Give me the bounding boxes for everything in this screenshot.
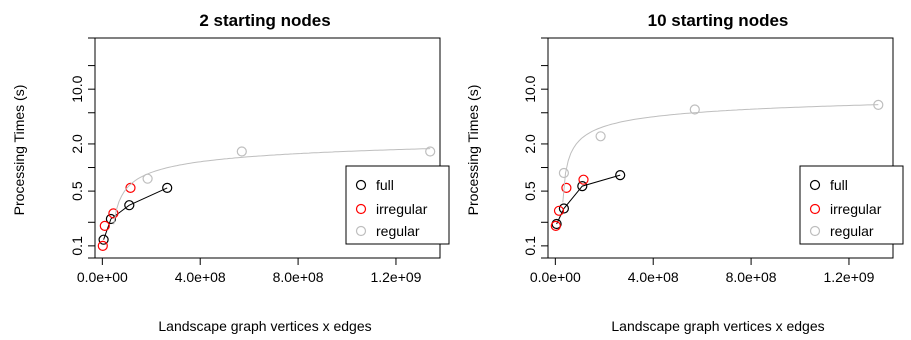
x-axis-title: Landscape graph vertices x edges [611, 318, 824, 334]
data-point-full [124, 200, 135, 211]
data-point-full [105, 213, 117, 225]
y-tick-label: 10.0 [69, 75, 85, 102]
data-point-irregular [553, 205, 565, 216]
series-curve-regular [113, 148, 431, 225]
data-point-full [615, 170, 626, 181]
data-point-full [98, 234, 109, 245]
x-tick-label: 1.2e+09 [370, 269, 421, 285]
data-point-regular [689, 104, 700, 115]
y-tick-label: 0.1 [69, 236, 85, 256]
x-tick-label: 8.0e+08 [726, 269, 777, 285]
legend-label-full: full [376, 177, 394, 193]
legend-label-full: full [830, 177, 848, 193]
plot-marks: 0.0e+00 4.0e+08 8.0e+08 1.2e+09 0.1 0.5 2.0 10.… [69, 37, 436, 285]
series-curve-regular [562, 104, 879, 203]
legend-label-regular: regular [376, 223, 420, 239]
data-point-full [577, 181, 588, 192]
y-tick-label: 0.1 [522, 236, 538, 256]
legend-label-regular: regular [830, 223, 874, 239]
legend-marker-irregular [355, 203, 367, 215]
y-tick-label: 0.5 [522, 181, 538, 201]
chart-panel-2-starting-nodes: 2 starting nodes Landscape graph vertice… [11, 11, 450, 334]
data-point-irregular [578, 174, 589, 185]
plot-frame [547, 37, 894, 259]
chart-title: 2 starting nodes [199, 11, 330, 30]
data-point-full [162, 182, 173, 193]
legend: full irregular regular [799, 165, 904, 245]
data-point-irregular [99, 220, 110, 231]
data-point-regular [142, 173, 153, 184]
data-point-irregular [561, 182, 572, 193]
data-point-regular [595, 131, 606, 142]
legend-marker-full [809, 179, 821, 191]
data-point-regular [558, 167, 570, 179]
y-tick-label: 10.0 [522, 75, 538, 102]
x-tick-label: 4.0e+08 [628, 269, 679, 285]
y-tick-label: 0.5 [69, 181, 85, 201]
series-line-full [556, 174, 621, 225]
data-point-irregular [97, 240, 108, 251]
data-point-regular [873, 99, 884, 111]
x-tick-label: 4.0e+08 [175, 269, 226, 285]
chart-title: 10 starting nodes [648, 11, 789, 30]
y-axis-title: Processing Times (s) [465, 85, 481, 216]
legend-marker-irregular [809, 203, 821, 215]
legend: full irregular regular [345, 165, 450, 245]
legend-marker-regular [809, 225, 821, 237]
legend-marker-regular [355, 225, 367, 237]
data-point-regular [425, 146, 436, 157]
x-tick-label: 0.0e+00 [530, 269, 581, 285]
plot-frame [94, 37, 441, 259]
legend-label-irregular: irregular [830, 201, 882, 217]
x-axis-title: Landscape graph vertices x edges [158, 318, 371, 334]
y-tick-label: 2.0 [69, 134, 85, 154]
data-point-irregular [550, 220, 561, 231]
data-point-irregular [108, 208, 119, 219]
legend-marker-full [355, 179, 367, 191]
x-tick-label: 8.0e+08 [273, 269, 324, 285]
data-point-irregular [125, 182, 136, 193]
chart-panel-10-starting-nodes: 10 starting nodes Landscape graph vertic… [465, 11, 904, 334]
legend-label-irregular: irregular [376, 201, 428, 217]
plot-marks: 0.0e+00 4.0e+08 8.0e+08 1.2e+09 0.1 0.5 2.0 10.… [522, 37, 884, 285]
data-point-full [558, 203, 570, 214]
y-tick-label: 2.0 [522, 134, 538, 154]
data-point-regular [236, 146, 247, 157]
y-axis-title: Processing Times (s) [11, 85, 27, 216]
x-tick-label: 0.0e+00 [77, 269, 128, 285]
series-line-full [103, 187, 168, 240]
x-tick-label: 1.2e+09 [823, 269, 874, 285]
